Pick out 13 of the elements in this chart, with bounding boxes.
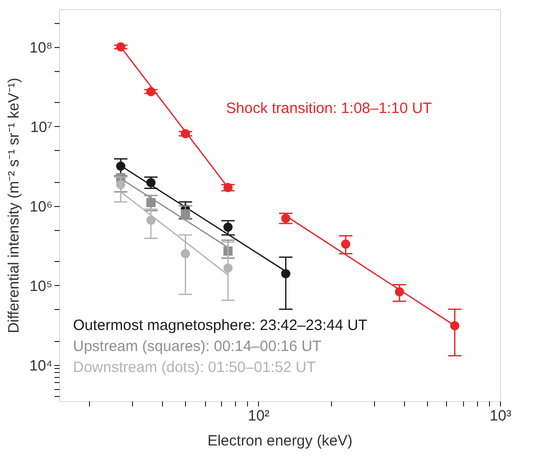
y-tick-label: 10⁷: [30, 118, 52, 136]
text: Outermost magnetosphere: 23:42–23:44 UT: [73, 317, 368, 334]
y-tick-label: 10⁴: [29, 357, 52, 374]
x-tick-label: 10²: [248, 408, 270, 424]
y-tick-label: 10⁸: [29, 39, 52, 56]
x-axis-title: Electron energy (keV): [207, 432, 353, 450]
text: Downstream (dots): 01:50–01:52 UT: [73, 359, 316, 376]
x-tick-label: 10³: [490, 408, 512, 424]
y-tick-label: 10⁶: [30, 198, 52, 216]
y-axis-title: Differential intensity (m⁻² s⁻¹ sr⁻¹ keV⁻¹): [5, 78, 22, 334]
text: Shock transition: 1:08–1:10 UT: [226, 100, 432, 117]
text: Upstream (squares): 00:14–00:16 UT: [73, 338, 322, 355]
y-tick-label: 10⁵: [30, 278, 52, 295]
